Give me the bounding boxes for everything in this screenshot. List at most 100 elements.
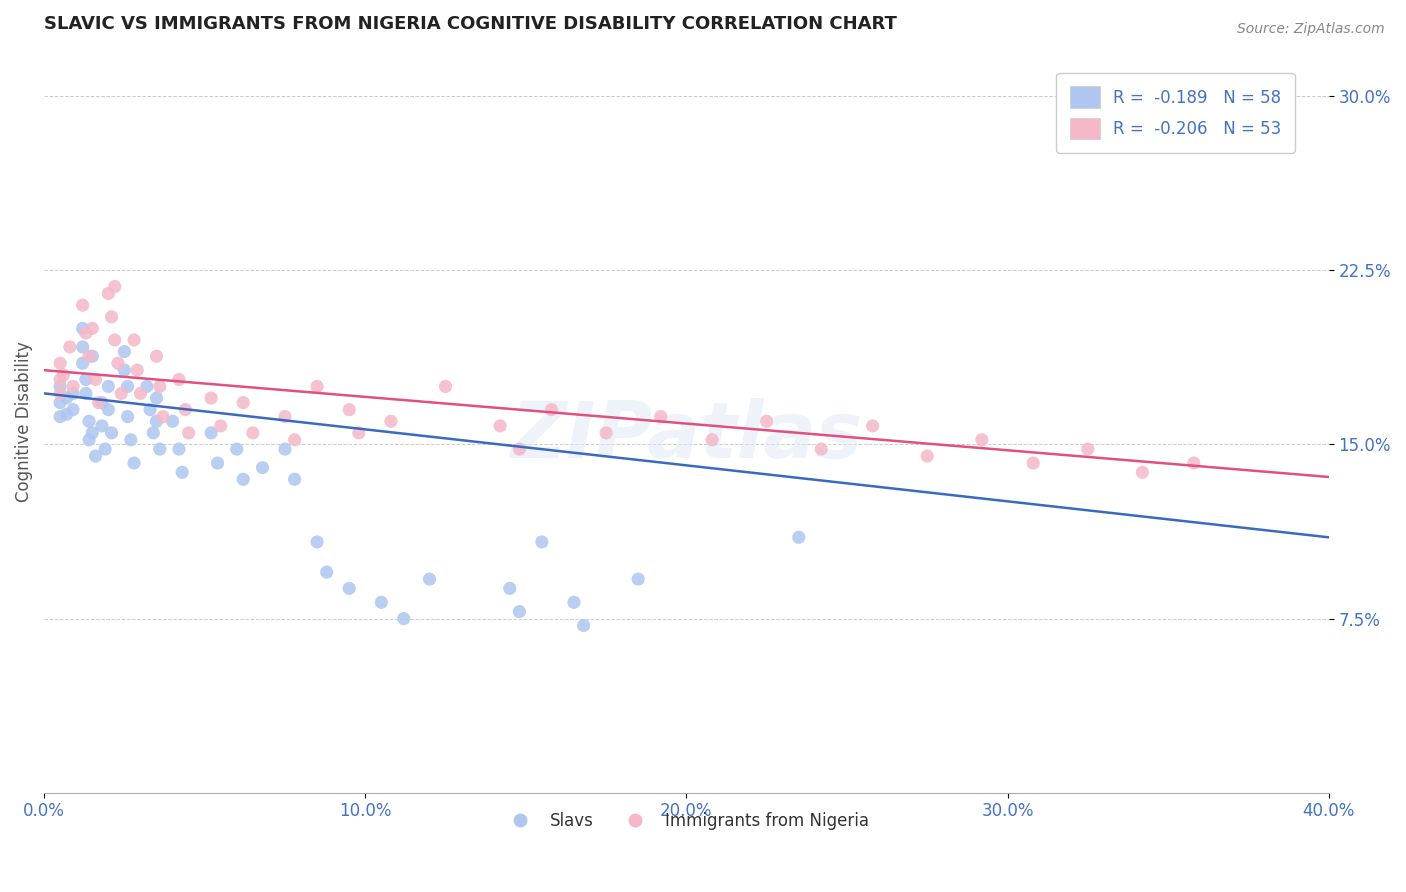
Point [139, 402, 162, 417]
Text: SLAVIC VS IMMIGRANTS FROM NIGERIA COGNITIVE DISABILITY CORRELATION CHART: SLAVIC VS IMMIGRANTS FROM NIGERIA COGNIT… [44, 15, 897, 33]
Point [1182, 456, 1205, 470]
Point [77, 349, 100, 363]
Point [90, 418, 112, 433]
Point [62, 402, 84, 417]
Point [152, 409, 174, 424]
Point [650, 409, 672, 424]
Point [49, 409, 72, 424]
Point [207, 456, 229, 470]
Point [97, 286, 120, 301]
Point [252, 460, 274, 475]
Point [1022, 456, 1045, 470]
Point [49, 356, 72, 370]
Point [62, 379, 84, 393]
Point [167, 372, 190, 386]
Point [112, 344, 135, 359]
Point [104, 333, 127, 347]
Point [347, 425, 370, 440]
Point [55, 407, 77, 421]
Point [82, 425, 104, 440]
Point [75, 326, 97, 340]
Text: ZIPatlas: ZIPatlas [510, 398, 862, 475]
Point [75, 372, 97, 386]
Point [700, 433, 723, 447]
Point [499, 582, 522, 596]
Point [810, 442, 832, 456]
Point [97, 402, 120, 417]
Point [52, 368, 75, 382]
Point [172, 465, 194, 479]
Point [307, 379, 329, 393]
Point [62, 386, 84, 401]
Point [162, 414, 184, 428]
Point [84, 372, 107, 386]
Point [337, 582, 360, 596]
Point [82, 321, 104, 335]
Point [100, 425, 122, 440]
Point [337, 402, 360, 417]
Point [562, 595, 585, 609]
Point [970, 433, 993, 447]
Point [177, 425, 200, 440]
Point [274, 409, 297, 424]
Point [595, 425, 617, 440]
Point [72, 340, 94, 354]
Point [787, 530, 810, 544]
Point [110, 386, 132, 401]
Point [167, 442, 190, 456]
Point [94, 442, 117, 456]
Point [225, 442, 247, 456]
Legend: Slavs, Immigrants from Nigeria: Slavs, Immigrants from Nigeria [496, 805, 876, 837]
Point [49, 379, 72, 393]
Point [100, 310, 122, 324]
Y-axis label: Cognitive Disability: Cognitive Disability [15, 341, 32, 501]
Point [1077, 442, 1099, 456]
Point [87, 395, 110, 409]
Point [84, 449, 107, 463]
Point [1132, 465, 1154, 479]
Point [97, 379, 120, 393]
Point [77, 414, 100, 428]
Point [370, 595, 392, 609]
Point [77, 433, 100, 447]
Point [59, 340, 82, 354]
Point [380, 414, 402, 428]
Point [75, 386, 97, 401]
Point [209, 418, 232, 433]
Point [145, 349, 167, 363]
Point [142, 425, 165, 440]
Point [755, 414, 778, 428]
Point [418, 572, 440, 586]
Point [915, 449, 938, 463]
Point [315, 565, 337, 579]
Point [149, 379, 172, 393]
Point [104, 279, 127, 293]
Point [107, 356, 129, 370]
Point [90, 395, 112, 409]
Point [274, 442, 297, 456]
Point [284, 433, 307, 447]
Point [117, 379, 139, 393]
Text: Source: ZipAtlas.com: Source: ZipAtlas.com [1237, 22, 1385, 37]
Point [82, 349, 104, 363]
Point [145, 414, 167, 428]
Point [129, 386, 152, 401]
Point [530, 535, 553, 549]
Point [55, 391, 77, 405]
Point [122, 456, 145, 470]
Point [242, 425, 264, 440]
Point [174, 402, 197, 417]
Point [149, 442, 172, 456]
Point [49, 372, 72, 386]
Point [72, 298, 94, 312]
Point [284, 472, 307, 486]
Point [145, 391, 167, 405]
Point [120, 433, 142, 447]
Point [135, 379, 157, 393]
Point [232, 472, 254, 486]
Point [72, 321, 94, 335]
Point [49, 386, 72, 401]
Point [572, 618, 595, 632]
Point [49, 395, 72, 409]
Point [489, 418, 512, 433]
